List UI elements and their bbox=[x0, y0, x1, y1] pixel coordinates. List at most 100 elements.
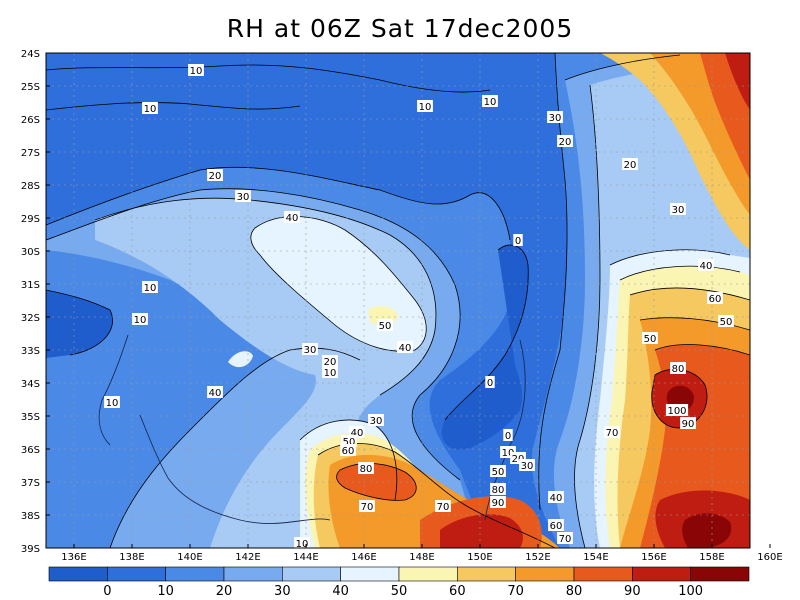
colorbar-tick-label: 80 bbox=[566, 584, 583, 599]
contour-label-bg bbox=[482, 95, 498, 107]
contour-label-bg bbox=[604, 426, 620, 438]
contour-label: 10 bbox=[106, 398, 119, 409]
contour-label: 50 bbox=[343, 437, 356, 448]
x-tick-label: 152E bbox=[525, 552, 550, 563]
contour-label-bg bbox=[490, 465, 506, 477]
contour-label: 10 bbox=[296, 539, 309, 550]
contour-label-bg bbox=[557, 532, 573, 544]
y-tick-label: 29S bbox=[21, 214, 40, 225]
contour-label: 70 bbox=[361, 502, 374, 513]
contour-label-bg bbox=[322, 355, 338, 367]
colorbar: 0 10 20 30 40 50 60 70 80 90 100 bbox=[48, 566, 750, 599]
contour-label: 30 bbox=[521, 461, 534, 472]
contour-label: 0 bbox=[487, 378, 493, 389]
y-tick-label: 31S bbox=[21, 280, 40, 291]
x-tick-label: 146E bbox=[351, 552, 376, 563]
contour-label: 100 bbox=[667, 406, 686, 417]
contour-lines bbox=[46, 53, 750, 548]
contour-label-bg bbox=[322, 366, 338, 378]
contour-label: 10 bbox=[190, 66, 203, 77]
colorbar-swatch bbox=[223, 566, 283, 582]
contour-label-bg bbox=[207, 169, 223, 181]
contour-label: 50 bbox=[379, 321, 392, 332]
contour-label: 20 bbox=[559, 137, 572, 148]
field-90-100-ne bbox=[725, 53, 750, 110]
contour-label-bg bbox=[104, 396, 120, 408]
contour-label: 70 bbox=[559, 534, 572, 545]
contour-label: 20 bbox=[324, 357, 337, 368]
contour-label: 30 bbox=[304, 345, 317, 356]
contour-label: 70 bbox=[437, 502, 450, 513]
contour-label: 0 bbox=[505, 431, 511, 442]
contour-label-bg bbox=[485, 376, 495, 388]
contour-label: 40 bbox=[550, 493, 563, 504]
contour-label: 20 bbox=[512, 454, 525, 465]
contour-label-bg bbox=[340, 444, 356, 456]
colorbar-tick-label: 0 bbox=[103, 584, 111, 599]
contour-label-bg bbox=[519, 459, 535, 471]
contour-label-bg bbox=[490, 496, 506, 508]
colorbar-tick-label: 60 bbox=[449, 584, 466, 599]
contour-label: 40 bbox=[286, 213, 299, 224]
colorbar-tick-label: 20 bbox=[216, 584, 233, 599]
colorbar-tick-label: 10 bbox=[157, 584, 174, 599]
contour-label-bg bbox=[670, 203, 686, 215]
x-tick-label: 150E bbox=[467, 552, 492, 563]
contour-label: 0 bbox=[515, 236, 521, 247]
colorbar-swatch bbox=[398, 566, 458, 582]
y-tick-label: 39S bbox=[21, 544, 40, 555]
contour-label: 30 bbox=[237, 192, 250, 203]
contour-label: 20 bbox=[624, 160, 637, 171]
y-tick-label: 38S bbox=[21, 511, 40, 522]
contour-label: 40 bbox=[700, 261, 713, 272]
contour-label-bg bbox=[622, 158, 638, 170]
contour-label-bg bbox=[513, 234, 523, 246]
field-90-100-s bbox=[440, 514, 523, 548]
y-tick-label: 33S bbox=[21, 346, 40, 357]
y-tick-label: 34S bbox=[21, 379, 40, 390]
field-0-10-trough bbox=[441, 245, 529, 450]
y-tick-label: 24S bbox=[21, 49, 40, 60]
colorbar-swatch bbox=[457, 566, 516, 582]
contour-label-bg bbox=[359, 500, 375, 512]
colorbar-swatch bbox=[573, 566, 633, 582]
x-tick-label: 160E bbox=[757, 552, 782, 563]
contour-label-bg bbox=[284, 211, 300, 223]
contour-label-bg bbox=[188, 64, 204, 76]
field-over-100-se bbox=[682, 513, 732, 548]
colorbar-swatch bbox=[515, 566, 575, 582]
y-tick-label: 32S bbox=[21, 313, 40, 324]
contour-label-bg bbox=[358, 462, 374, 474]
y-tick-label: 36S bbox=[21, 445, 40, 456]
contour-label: 80 bbox=[492, 485, 505, 496]
x-tick-label: 154E bbox=[583, 552, 608, 563]
x-tick-label: 142E bbox=[235, 552, 260, 563]
colorbar-tick-label: 90 bbox=[624, 584, 641, 599]
y-tick-label: 28S bbox=[21, 181, 40, 192]
y-tick-label: 27S bbox=[21, 148, 40, 159]
contour-label-bg bbox=[132, 313, 148, 325]
contour-label-bg bbox=[547, 111, 563, 123]
contour-label-bg bbox=[680, 417, 696, 429]
contour-label-bg bbox=[417, 100, 433, 112]
contour-label-bg bbox=[642, 332, 658, 344]
x-tick-label: 140E bbox=[177, 552, 202, 563]
colorbar-swatch bbox=[165, 566, 225, 582]
field-0-10-west bbox=[46, 290, 113, 358]
contour-label: 60 bbox=[550, 521, 563, 532]
contour-label: 50 bbox=[720, 317, 733, 328]
contour-label: 10 bbox=[502, 448, 515, 459]
grid-lines bbox=[46, 53, 750, 548]
contour-label-bg bbox=[557, 135, 573, 147]
contour-label-bg bbox=[377, 319, 393, 331]
contour-label: 20 bbox=[209, 171, 222, 182]
contour-label: 70 bbox=[606, 428, 619, 439]
contour-label: 10 bbox=[324, 368, 337, 379]
contour-label-bg bbox=[207, 386, 223, 398]
contour-label: 10 bbox=[484, 97, 497, 108]
contour-label-bg bbox=[235, 190, 251, 202]
contour-label-bg bbox=[142, 281, 158, 293]
colorbar-tick-label: 50 bbox=[391, 584, 408, 599]
contour-label-bg bbox=[718, 315, 734, 327]
